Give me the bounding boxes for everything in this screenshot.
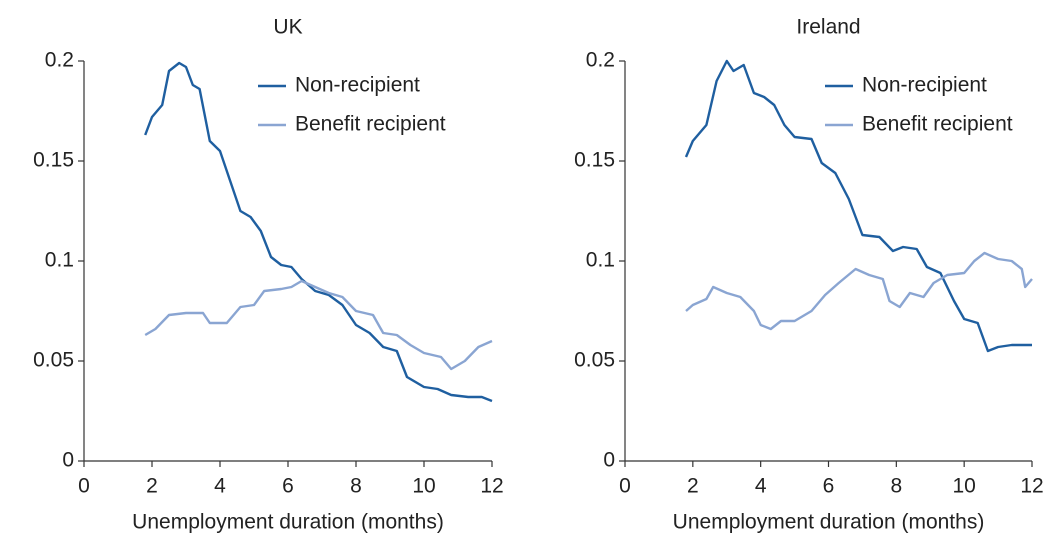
y-tick-label: 0.15 <box>574 149 615 172</box>
legend-label: Non-recipient <box>862 74 987 97</box>
x-tick-label: 4 <box>755 475 767 498</box>
x-tick-label: 2 <box>146 475 158 498</box>
y-tick-label: 0.05 <box>33 349 74 372</box>
legend-label: Non-recipient <box>295 74 420 97</box>
x-tick-label: 4 <box>214 475 226 498</box>
data-line <box>144 279 493 371</box>
legend-label: Benefit recipient <box>295 113 446 136</box>
x-axis-label: Unemployment duration (months) <box>132 511 444 534</box>
chart-title: Ireland <box>796 16 860 39</box>
x-tick-label: 6 <box>282 475 294 498</box>
chart-title: UK <box>273 16 302 39</box>
y-tick-label: 0.1 <box>586 249 615 272</box>
x-axis-label: Unemployment duration (months) <box>673 511 985 534</box>
y-tick-label: 0.2 <box>586 49 615 72</box>
x-tick-label: 10 <box>412 475 435 498</box>
x-tick-label: 10 <box>952 475 975 498</box>
x-tick-label: 8 <box>350 475 362 498</box>
x-tick-label: 8 <box>890 475 902 498</box>
y-tick-label: 0.05 <box>574 349 615 372</box>
x-tick-label: 0 <box>619 475 631 498</box>
data-line <box>684 59 1032 353</box>
y-tick-label: 0.1 <box>45 249 74 272</box>
x-tick-label: 0 <box>78 475 90 498</box>
y-tick-label: 0.2 <box>45 49 74 72</box>
x-tick-label: 6 <box>823 475 835 498</box>
data-line <box>685 251 1033 331</box>
y-tick-label: 0 <box>603 449 615 472</box>
legend-label: Benefit recipient <box>862 113 1013 136</box>
x-tick-label: 12 <box>1020 475 1043 498</box>
data-line <box>144 61 493 403</box>
x-tick-label: 2 <box>687 475 699 498</box>
x-tick-label: 12 <box>480 475 503 498</box>
y-tick-label: 0.15 <box>33 149 74 172</box>
y-tick-label: 0 <box>62 449 74 472</box>
